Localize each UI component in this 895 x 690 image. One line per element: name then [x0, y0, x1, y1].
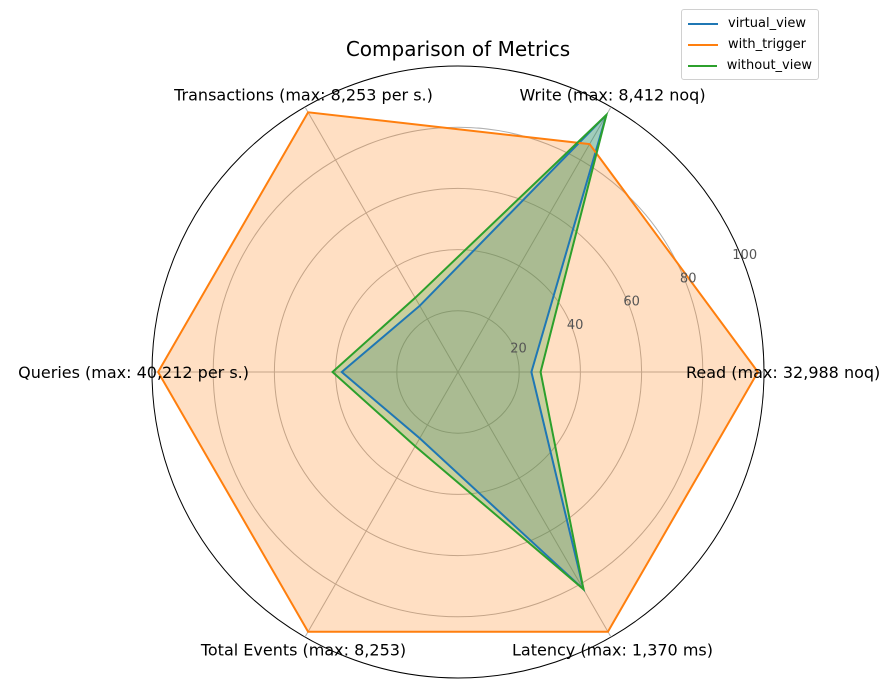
radial-tick-label: 40 — [567, 318, 584, 333]
legend-item: with_trigger — [688, 34, 812, 55]
legend-label: without_view — [726, 58, 812, 73]
axis-labels: Read (max: 32,988 noq) Write (max: 8,412 … — [18, 85, 880, 659]
axis-label: Write (max: 8,412 noq) — [519, 85, 705, 104]
axis-label: Transactions (max: 8,253 per s.) — [173, 85, 433, 104]
axis-label: Read (max: 32,988 noq) — [686, 363, 880, 382]
radar-series — [156, 111, 760, 633]
axis-label: Latency (max: 1,370 ms) — [512, 641, 713, 660]
legend-label: virtual_view — [728, 16, 806, 31]
series-fill-without_view — [332, 114, 607, 590]
legend: virtual_view with_trigger without_view — [681, 9, 819, 80]
radial-ticks: 20 40 60 80 100 — [510, 248, 757, 357]
legend-item: virtual_view — [688, 13, 812, 34]
legend-swatch — [688, 22, 718, 25]
grid-spoke — [457, 371, 612, 638]
radial-tick-label: 100 — [732, 248, 757, 263]
series-fill-virtual_view — [341, 114, 607, 590]
legend-swatch — [688, 43, 718, 46]
series-fill-with_trigger — [158, 112, 758, 632]
axis-label: Total Events (max: 8,253) — [200, 641, 406, 660]
radar-grid — [151, 65, 765, 679]
series-line-with_trigger — [156, 111, 760, 633]
axis-label: Queries (max: 40,212 per s.) — [18, 363, 249, 382]
legend-item: without_view — [688, 55, 812, 76]
series-line-without_view — [331, 111, 609, 592]
grid-spoke — [304, 371, 459, 638]
radial-tick-label: 80 — [680, 271, 697, 286]
radial-tick-label: 60 — [623, 295, 640, 310]
grid-spoke — [457, 106, 612, 373]
chart-title: Comparison of Metrics — [346, 37, 570, 61]
legend-label: with_trigger — [728, 37, 806, 52]
grid-spoke — [304, 106, 459, 373]
legend-swatch — [688, 64, 717, 67]
radial-tick-label: 20 — [510, 342, 527, 357]
